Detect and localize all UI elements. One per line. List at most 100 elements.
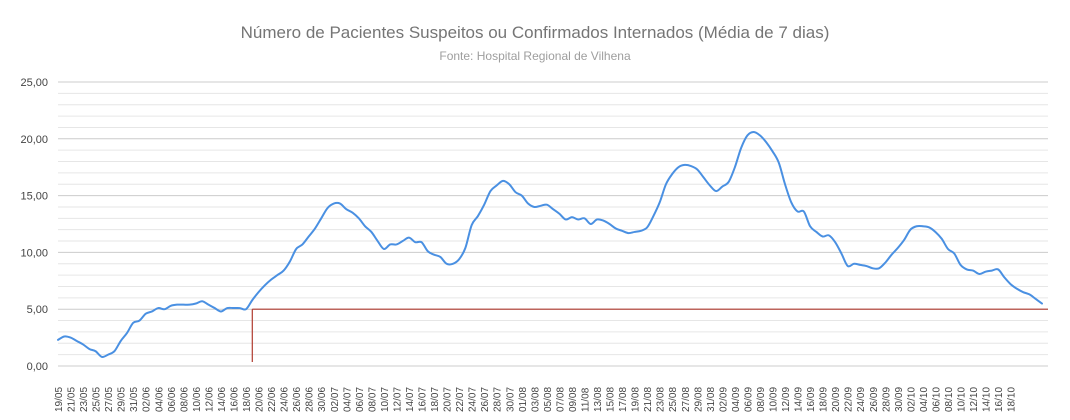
data-point (195, 303, 197, 305)
data-point (251, 299, 253, 301)
x-tick-label: 16/10 (994, 387, 1005, 412)
x-tick-label: 26/07 (480, 387, 491, 412)
x-tick-label: 18/10 (1007, 387, 1018, 412)
data-point (872, 267, 874, 269)
x-tick-label: 12/09 (781, 387, 792, 412)
data-point (778, 162, 780, 164)
data-point (1016, 288, 1018, 290)
data-point (1003, 276, 1005, 278)
x-tick-label: 24/06 (280, 387, 291, 412)
x-tick-label: 30/06 (317, 387, 328, 412)
data-point (157, 307, 159, 309)
data-point (997, 268, 999, 270)
data-point (283, 270, 285, 272)
data-point (207, 304, 209, 306)
data-point (82, 343, 84, 345)
data-point (327, 207, 329, 209)
data-point (928, 226, 930, 228)
data-point (665, 183, 667, 185)
y-tick-label: 5,00 (27, 304, 48, 316)
data-point (771, 150, 773, 152)
data-point (145, 313, 147, 315)
x-tick-label: 24/07 (468, 387, 479, 412)
data-point (57, 339, 59, 341)
data-point (70, 337, 72, 339)
x-tick-label: 18/07 (430, 387, 441, 412)
chart-subtitle: Fonte: Hospital Regional de Vilhena (439, 49, 631, 63)
data-point (333, 203, 335, 205)
data-point (95, 350, 97, 352)
data-point (421, 241, 423, 243)
x-tick-label: 19/05 (54, 387, 65, 412)
data-point (308, 235, 310, 237)
x-tick-label: 16/09 (806, 387, 817, 412)
x-tick-label: 08/06 (179, 387, 190, 412)
x-tick-label: 09/08 (568, 387, 579, 412)
x-tick-label: 14/07 (405, 387, 416, 412)
x-tick-label: 23/05 (79, 387, 90, 412)
data-point (947, 248, 949, 250)
data-point (226, 307, 228, 309)
data-point (138, 320, 140, 322)
x-tick-label: 21/08 (643, 387, 654, 412)
x-tick-label: 04/06 (154, 387, 165, 412)
data-point (189, 304, 191, 306)
data-point (521, 195, 523, 197)
data-point (853, 263, 855, 265)
reference-lines (251, 308, 1048, 362)
x-tick-label: 25/05 (92, 387, 103, 412)
data-point (414, 241, 416, 243)
y-tick-label: 0,00 (27, 361, 48, 373)
x-tick-label: 03/08 (530, 387, 541, 412)
data-point (370, 231, 372, 233)
data-point (107, 354, 109, 356)
data-point (696, 168, 698, 170)
x-tick-label: 20/09 (831, 387, 842, 412)
x-tick-label: 11/08 (580, 387, 591, 412)
x-axis: 19/05 21/05 23/05 25/05 27/05 29/05 31/05 02/06… (54, 387, 1018, 412)
data-point (427, 250, 429, 252)
data-point (960, 264, 962, 266)
data-point (364, 225, 366, 227)
data-point (721, 186, 723, 188)
x-tick-label: 22/06 (267, 387, 278, 412)
data-point (609, 223, 611, 225)
data-point (709, 184, 711, 186)
data-point (690, 165, 692, 167)
data-point (1022, 291, 1024, 293)
x-tick-label: 30/07 (505, 387, 516, 412)
data-point (834, 241, 836, 243)
data-point (201, 300, 203, 302)
data-point (652, 215, 654, 217)
data-point (840, 253, 842, 255)
data-point (289, 260, 291, 262)
data-point (120, 340, 122, 342)
data-point (345, 208, 347, 210)
data-point (627, 232, 629, 234)
x-tick-label: 28/09 (881, 387, 892, 412)
data-point (352, 212, 354, 214)
data-point (301, 243, 303, 245)
y-axis: 0,00 5,00 10,00 15,00 20,00 25,00 (20, 77, 48, 373)
x-tick-label: 06/06 (167, 387, 178, 412)
x-tick-label: 20/07 (443, 387, 454, 412)
chart-title: Número de Pacientes Suspeitos ou Confirm… (241, 23, 830, 42)
data-point (972, 270, 974, 272)
data-point (734, 166, 736, 168)
data-point (126, 332, 128, 334)
x-tick-label: 18/06 (242, 387, 253, 412)
data-point (621, 230, 623, 232)
y-tick-label: 25,00 (20, 77, 48, 89)
x-tick-label: 29/08 (693, 387, 704, 412)
data-point (847, 265, 849, 267)
data-point (815, 231, 817, 233)
data-point (527, 203, 529, 205)
data-point (214, 307, 216, 309)
data-point (220, 310, 222, 312)
x-tick-label: 10/06 (192, 387, 203, 412)
data-point (552, 208, 554, 210)
data-point (828, 234, 830, 236)
data-point (753, 131, 755, 133)
data-point (740, 147, 742, 149)
